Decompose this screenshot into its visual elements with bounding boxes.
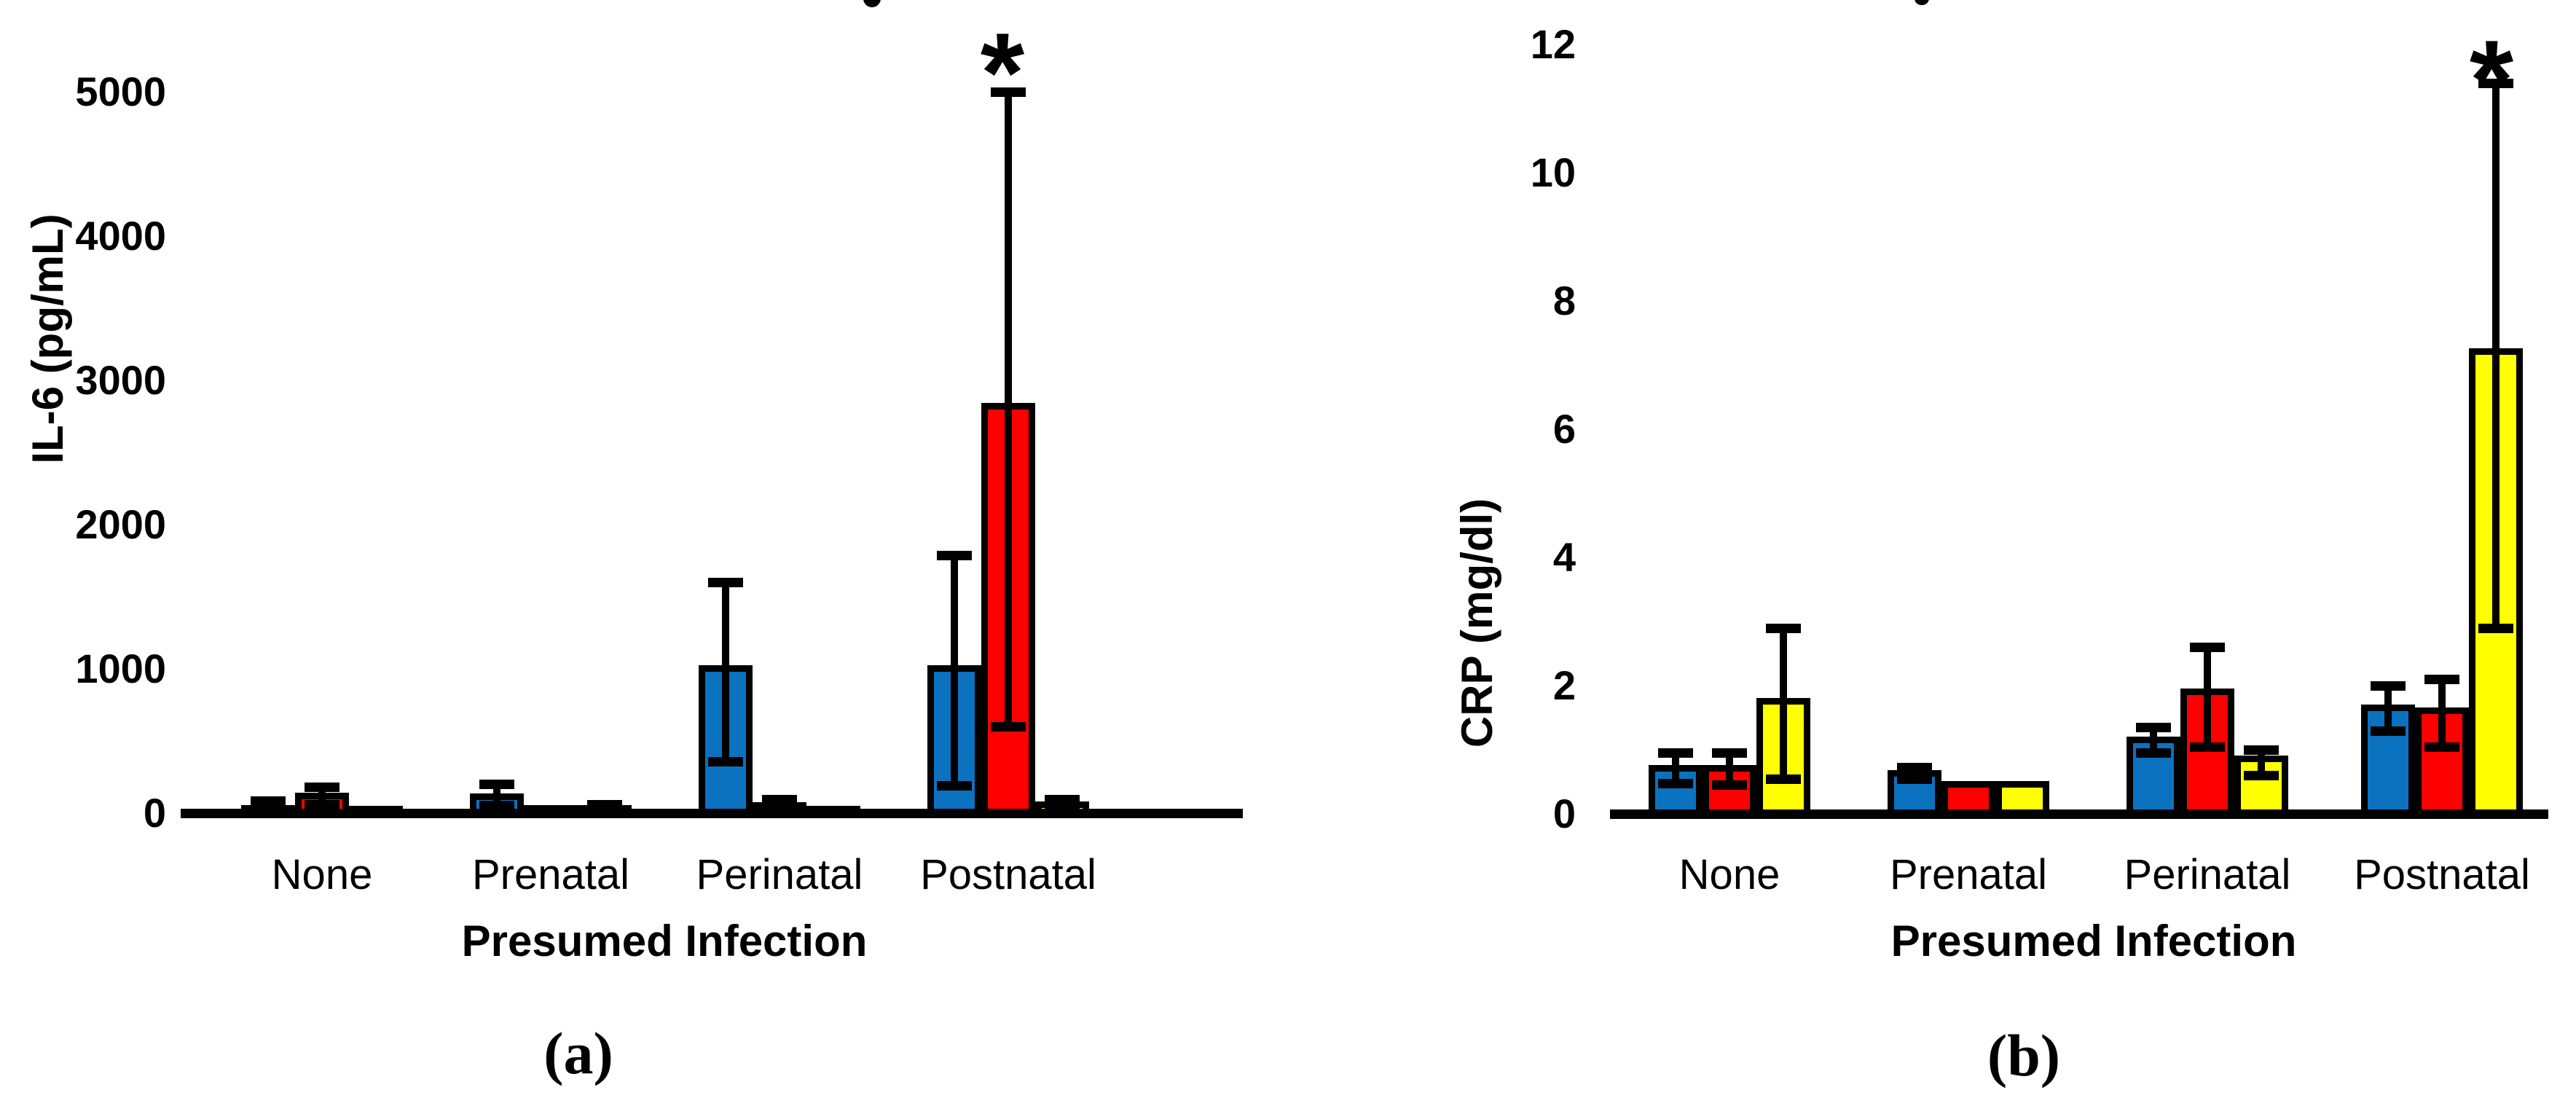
- category-label-b-prenatal: Prenatal: [1889, 851, 2048, 898]
- errorbar-b-perinatal-blue: [2150, 727, 2157, 753]
- x-axis-title-b: Presumed Infection: [1890, 917, 2297, 965]
- errorbar-b-perinatal-red: [2204, 647, 2211, 747]
- y-tick-label-a-4000: 4000: [75, 213, 166, 259]
- errorbar-cap-bottom-b-postnatal-yellow: [2478, 623, 2513, 633]
- errorbar-b-postnatal-red: [2438, 679, 2446, 747]
- errorbar-cap-top-a-perinatal-red: [762, 795, 797, 805]
- x-axis-line-a: [181, 809, 1243, 818]
- y-tick-label-a-1000: 1000: [75, 646, 166, 691]
- errorbar-cap-top-b-perinatal-blue: [2136, 723, 2171, 733]
- errorbar-cap-top-b-postnatal-blue: [2371, 681, 2406, 691]
- errorbar-b-prenatal-blue: [1911, 766, 1918, 780]
- category-label-b-perinatal: Perinatal: [2124, 851, 2291, 898]
- category-label-b-none: None: [1678, 851, 1780, 898]
- errorbar-cap-bottom-a-prenatal-blue: [479, 801, 514, 811]
- category-label-b-postnatal: Postnatal: [2354, 851, 2530, 898]
- errorbar-cap-top-b-none-red: [1712, 748, 1747, 758]
- errorbar-a-postnatal-blue: [951, 554, 958, 786]
- errorbar-cap-bottom-b-postnatal-blue: [2371, 726, 2406, 736]
- errorbar-cap-top-a-postnatal-yellow: [1045, 795, 1080, 805]
- panel-caption-b: (b): [1987, 1022, 2061, 1089]
- errorbar-b-perinatal-yellow: [2258, 750, 2265, 776]
- errorbar-a-perinatal-red: [776, 799, 783, 811]
- errorbar-cap-bottom-a-postnatal-red: [991, 722, 1026, 732]
- errorbar-cap-top-a-postnatal-red: [991, 87, 1026, 97]
- cropped-title-artifact-b: [1915, 0, 1929, 5]
- errorbar-cap-top-a-none-blue: [251, 796, 286, 807]
- errorbar-cap-top-b-none-yellow: [1766, 623, 1801, 633]
- errorbar-cap-bottom-b-perinatal-blue: [2136, 748, 2171, 758]
- y-tick-label-a-2000: 2000: [75, 501, 166, 547]
- y-axis-title-b: CRP (mg/dl): [1453, 498, 1501, 748]
- errorbar-a-perinatal-blue: [722, 582, 729, 761]
- y-tick-label-a-3000: 3000: [75, 357, 166, 403]
- errorbar-cap-bottom-b-prenatal-blue: [1897, 775, 1932, 785]
- errorbar-b-postnatal-yellow: [2492, 82, 2500, 628]
- errorbar-cap-bottom-a-none-red: [305, 800, 339, 810]
- panel-caption-a: (a): [543, 1020, 613, 1086]
- errorbar-cap-top-b-perinatal-yellow: [2244, 745, 2279, 755]
- errorbar-cap-top-a-prenatal-yellow: [587, 800, 622, 810]
- errorbar-cap-bottom-b-none-yellow: [1766, 774, 1801, 784]
- category-label-a-perinatal: Perinatal: [696, 851, 863, 898]
- errorbar-cap-bottom-b-perinatal-red: [2190, 742, 2225, 752]
- y-tick-label-b-4: 4: [1552, 534, 1576, 580]
- significance-asterisk-a: *: [980, 9, 1025, 136]
- errorbar-cap-top-b-postnatal-yellow: [2478, 78, 2513, 88]
- errorbar-cap-bottom-a-postnatal-blue: [937, 781, 972, 791]
- errorbar-b-none-red: [1726, 753, 1733, 785]
- errorbar-cap-bottom-b-none-red: [1712, 780, 1747, 791]
- errorbar-cap-top-b-perinatal-red: [2190, 643, 2225, 653]
- y-tick-label-b-0: 0: [1552, 791, 1576, 836]
- errorbar-a-none-red: [318, 787, 326, 805]
- errorbar-b-none-blue: [1672, 753, 1679, 783]
- errorbar-b-none-yellow: [1780, 627, 1787, 779]
- errorbar-a-postnatal-red: [1005, 92, 1012, 727]
- errorbar-cap-bottom-b-perinatal-yellow: [2244, 771, 2279, 781]
- significance-asterisk-b: *: [2469, 17, 2514, 143]
- y-tick-label-a-5000: 5000: [75, 68, 166, 114]
- category-label-a-prenatal: Prenatal: [471, 851, 630, 898]
- y-tick-label-b-10: 10: [1530, 149, 1576, 195]
- y-tick-label-b-8: 8: [1552, 278, 1576, 323]
- errorbar-b-postnatal-blue: [2384, 686, 2392, 731]
- y-tick-label-b-12: 12: [1530, 21, 1576, 67]
- y-tick-label-a-0: 0: [143, 790, 166, 836]
- y-tick-label-b-2: 2: [1552, 662, 1576, 708]
- errorbar-cap-bottom-b-postnatal-red: [2424, 742, 2459, 752]
- errorbar-a-prenatal-blue: [493, 784, 500, 806]
- errorbar-cap-top-a-postnatal-blue: [937, 550, 972, 560]
- errorbar-cap-top-a-prenatal-blue: [479, 780, 514, 790]
- x-axis-title-a: Presumed Infection: [461, 917, 868, 965]
- errorbar-cap-top-b-postnatal-red: [2424, 675, 2459, 685]
- errorbar-cap-top-b-prenatal-blue: [1897, 762, 1932, 772]
- errorbar-cap-top-a-none-red: [305, 783, 339, 793]
- errorbar-cap-top-b-none-blue: [1658, 748, 1693, 758]
- cropped-title-artifact-a: [863, 0, 881, 7]
- category-label-a-postnatal: Postnatal: [920, 851, 1096, 898]
- errorbar-cap-bottom-b-none-blue: [1658, 778, 1693, 788]
- errorbar-cap-bottom-a-perinatal-blue: [708, 756, 743, 766]
- category-label-a-none: None: [271, 851, 373, 898]
- y-tick-label-b-6: 6: [1552, 406, 1576, 452]
- y-axis-title-a: IL-6 (pg/mL): [23, 213, 72, 464]
- x-axis-line-b: [1610, 809, 2548, 819]
- errorbar-cap-top-a-perinatal-blue: [708, 578, 743, 588]
